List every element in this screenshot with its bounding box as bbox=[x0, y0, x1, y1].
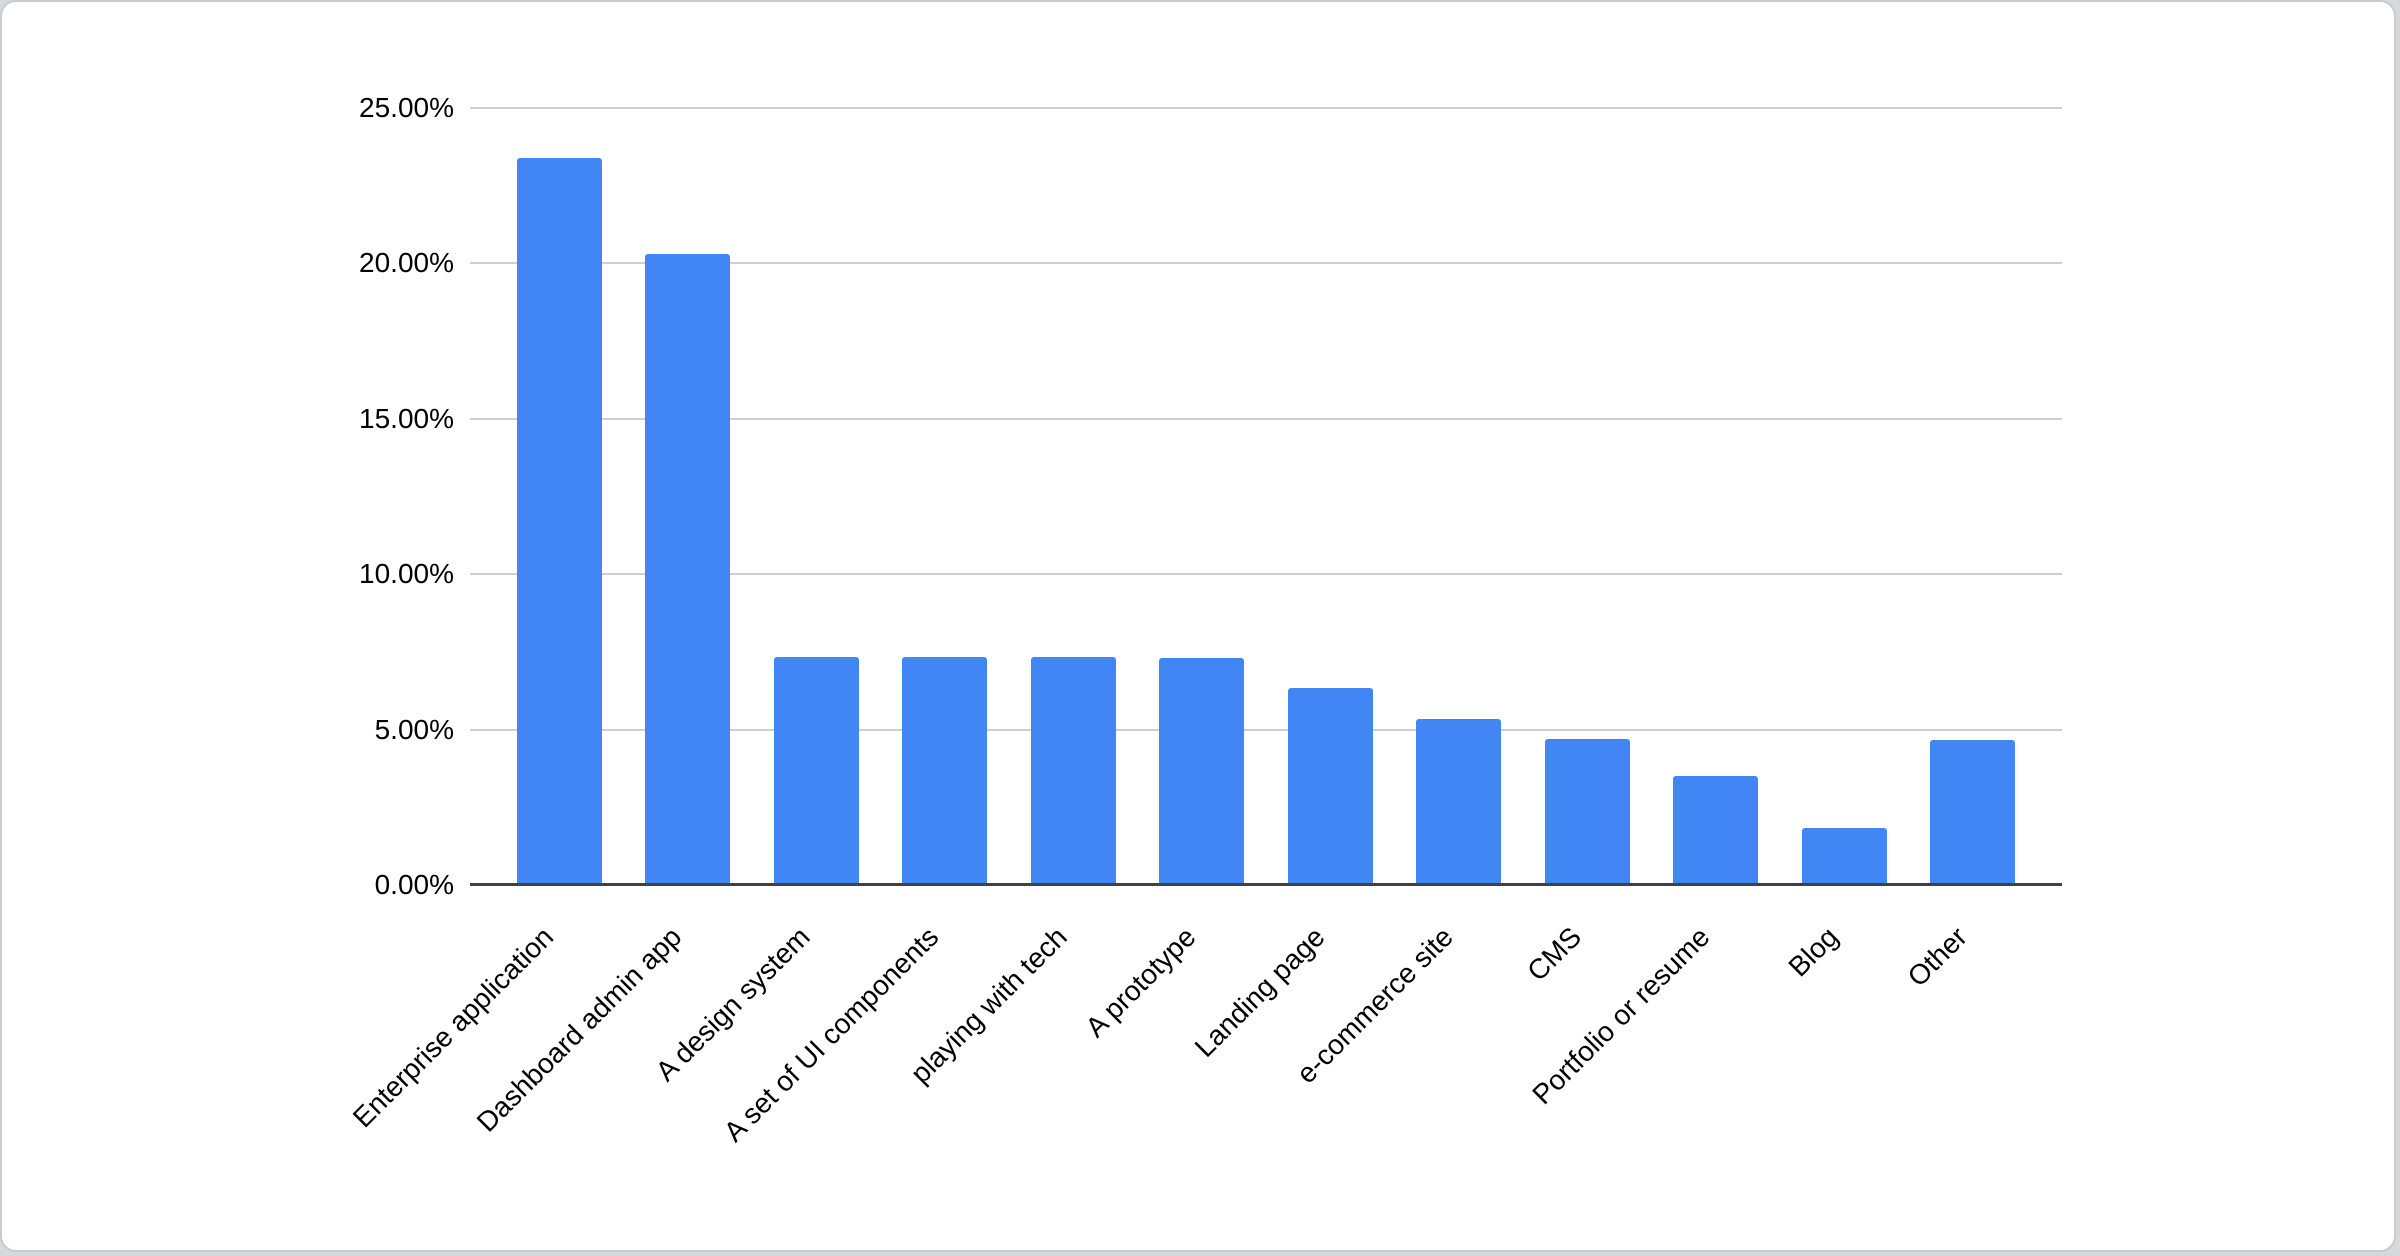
bar-blog[interactable] bbox=[1801, 827, 1887, 885]
bar-a-prototype[interactable] bbox=[1159, 658, 1245, 885]
x-axis-category-label-other: Other bbox=[1901, 921, 1973, 993]
bar-a-design-system[interactable] bbox=[773, 656, 859, 885]
y-axis-tick-label-20-00: 20.00% bbox=[359, 247, 454, 279]
bar-cms[interactable] bbox=[1544, 738, 1630, 885]
y-axis-tick-label-15-00: 15.00% bbox=[359, 402, 454, 434]
x-axis-category-label-cms: CMS bbox=[1521, 921, 1588, 987]
bar-playing-with-tech[interactable] bbox=[1030, 656, 1116, 885]
bar-other[interactable] bbox=[1930, 740, 2016, 885]
gridline-5-00 bbox=[470, 728, 2062, 731]
x-axis-category-label-landing-page: Landing page bbox=[1188, 921, 1331, 1063]
gridline-20-00 bbox=[470, 262, 2062, 265]
gridline-25-00 bbox=[470, 107, 2062, 109]
x-axis-line bbox=[470, 883, 2062, 886]
gridline-10-00 bbox=[470, 573, 2062, 576]
gridline-15-00 bbox=[470, 417, 2062, 420]
bar-landing-page[interactable] bbox=[1287, 687, 1373, 885]
bar-e-commerce-site[interactable] bbox=[1416, 718, 1502, 885]
bar-dashboard-admin-app[interactable] bbox=[645, 254, 731, 885]
bar-enterprise-application[interactable] bbox=[516, 157, 602, 885]
y-axis-tick-label-10-00: 10.00% bbox=[359, 558, 454, 590]
x-axis-category-label-a-prototype: A prototype bbox=[1079, 921, 1202, 1044]
x-axis-category-label-blog: Blog bbox=[1782, 921, 1845, 983]
y-axis-tick-label-0-00: 0.00% bbox=[374, 869, 454, 900]
plot-area: 25.00% 20.00% 15.00% 10.00% 5.00% 0.00% Enter… bbox=[347, 92, 2062, 1148]
bar-portfolio-or-resume[interactable] bbox=[1673, 776, 1759, 885]
y-axis-tick-label-5-00: 5.00% bbox=[374, 713, 454, 745]
bar-a-set-of-ui-components[interactable] bbox=[902, 656, 988, 885]
y-axis-tick-label-25-00: 25.00% bbox=[359, 92, 454, 123]
x-axis-category-label-a-set-of-ui-components: A set of UI components bbox=[718, 921, 945, 1148]
